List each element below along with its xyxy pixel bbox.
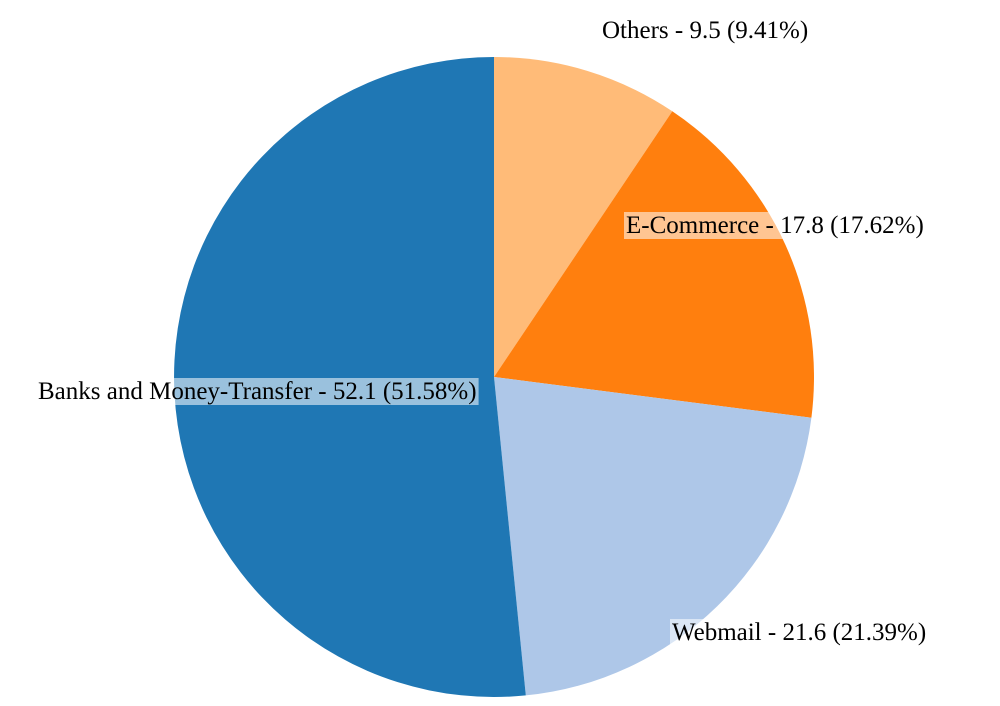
pie-labels: Others - 9.5 (9.41%) E-Commerce - 17.8 (1… [36,17,929,646]
slice-label-background [36,378,479,405]
slice-label-group: Others - 9.5 (9.41%) [600,17,811,44]
slice-label-background [670,619,929,646]
pie-slice-others [494,57,673,377]
slice-label-group: Webmail - 21.6 (21.39%) [670,619,929,646]
slice-label-background [600,17,811,44]
pie-slice-banks-and-money-transfer [174,57,526,698]
slice-label-background [624,212,926,239]
slice-label: Banks and Money-Transfer - 52.1 (51.58%) [38,378,477,405]
slice-label: Webmail - 21.6 (21.39%) [672,619,926,646]
pie-slices [174,57,814,698]
slice-label-group: Banks and Money-Transfer - 52.1 (51.58%) [36,378,479,405]
slice-label-group: E-Commerce - 17.8 (17.62%) [624,212,926,239]
pie-slice-e-commerce [494,111,814,418]
slice-label: E-Commerce - 17.8 (17.62%) [626,212,924,239]
pie-slice-webmail [494,377,812,696]
slice-label: Others - 9.5 (9.41%) [602,17,808,44]
